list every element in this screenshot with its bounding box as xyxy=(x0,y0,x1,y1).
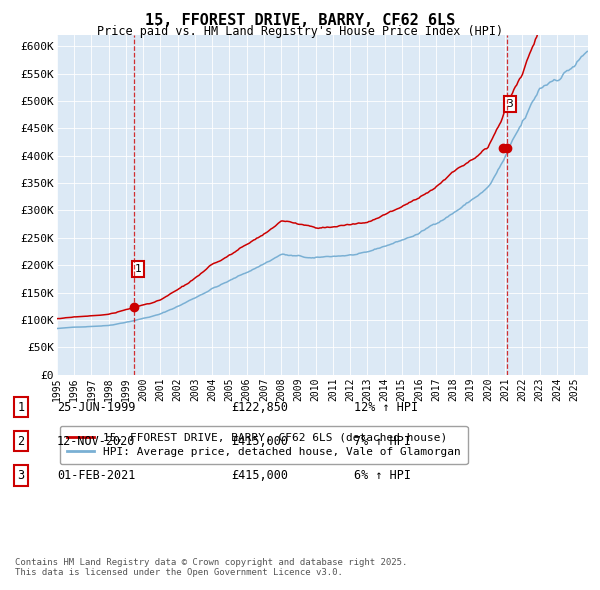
Legend: 15, FFOREST DRIVE, BARRY, CF62 6LS (detached house), HPI: Average price, detache: 15, FFOREST DRIVE, BARRY, CF62 6LS (deta… xyxy=(60,426,467,464)
Text: 1: 1 xyxy=(17,401,25,414)
Text: 15, FFOREST DRIVE, BARRY, CF62 6LS: 15, FFOREST DRIVE, BARRY, CF62 6LS xyxy=(145,13,455,28)
Text: 1: 1 xyxy=(134,264,141,274)
Text: 2: 2 xyxy=(17,435,25,448)
Text: £415,000: £415,000 xyxy=(231,435,288,448)
Text: Price paid vs. HM Land Registry's House Price Index (HPI): Price paid vs. HM Land Registry's House … xyxy=(97,25,503,38)
Text: £122,850: £122,850 xyxy=(231,401,288,414)
Text: 25-JUN-1999: 25-JUN-1999 xyxy=(57,401,136,414)
Text: 12% ↑ HPI: 12% ↑ HPI xyxy=(354,401,418,414)
Text: 01-FEB-2021: 01-FEB-2021 xyxy=(57,469,136,482)
Text: 3: 3 xyxy=(17,469,25,482)
Text: Contains HM Land Registry data © Crown copyright and database right 2025.
This d: Contains HM Land Registry data © Crown c… xyxy=(15,558,407,577)
Text: 7% ↑ HPI: 7% ↑ HPI xyxy=(354,435,411,448)
Text: £415,000: £415,000 xyxy=(231,469,288,482)
Text: 12-NOV-2020: 12-NOV-2020 xyxy=(57,435,136,448)
Text: 3: 3 xyxy=(506,99,514,109)
Text: 6% ↑ HPI: 6% ↑ HPI xyxy=(354,469,411,482)
